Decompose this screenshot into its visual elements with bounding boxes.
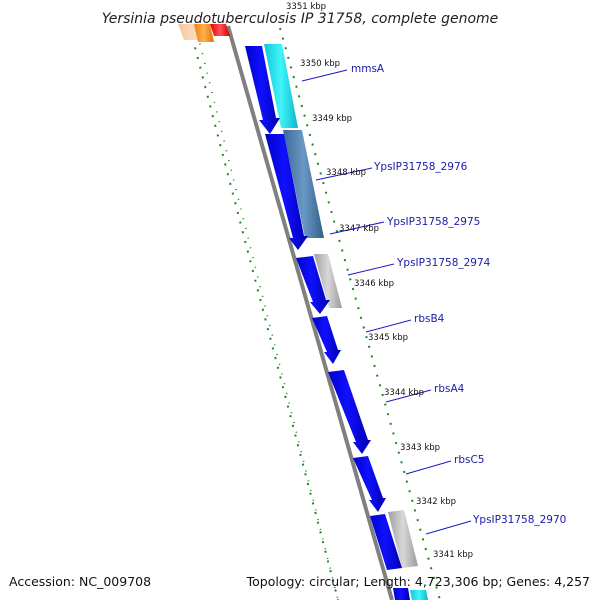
cog-block-gray-1 <box>314 254 342 308</box>
cog-block-cyan-bottom <box>410 590 428 600</box>
accession-text: Accession: NC_009708 <box>9 574 151 589</box>
feature-red <box>210 24 230 36</box>
gene-arrow-2974 <box>296 256 330 314</box>
tick-label: 3348 kbp <box>326 168 366 178</box>
gene-label-rbsB4: rbsB4 <box>414 313 445 325</box>
tick-label: 3344 kbp <box>384 388 424 398</box>
gene-arrow-mmsA <box>245 46 280 134</box>
tick-label: 3341 kbp <box>433 550 473 560</box>
label-line-rbsB4 <box>365 319 412 333</box>
cog-block-steelblue <box>283 130 324 238</box>
tick-label-top: 3351 kbp <box>286 2 326 12</box>
feature-orange <box>194 24 214 42</box>
tick-label: 3342 kbp <box>416 497 456 507</box>
gene-label-2975: YpsIP31758_2975 <box>386 216 480 228</box>
gene-label-2976: YpsIP31758_2976 <box>373 161 468 173</box>
gene-arrow-2970 <box>370 514 402 570</box>
gene-arrow-rbsB4 <box>312 316 341 364</box>
label-line-2970 <box>425 520 472 535</box>
tick-label: 3343 kbp <box>400 443 440 453</box>
label-line-2976 <box>315 167 373 181</box>
page-title: Yersinia pseudotuberculosis IP 31758, co… <box>102 11 499 27</box>
gene-arrow-bottom <box>393 588 410 600</box>
gene-label-2970: YpsIP31758_2970 <box>472 514 566 526</box>
genome-backbone <box>226 25 394 600</box>
gene-arrow-rbsC5 <box>353 456 386 512</box>
genome-summary-text: Topology: circular; Length: 4,723,306 bp… <box>246 574 590 589</box>
tick-label: 3346 kbp <box>354 279 394 289</box>
tick-label: 3350 kbp <box>300 59 340 69</box>
gene-label-rbsC5: rbsC5 <box>454 454 484 466</box>
gene-label-mmsA: mmsA <box>351 63 385 75</box>
cog-block-gray-2 <box>388 510 418 568</box>
label-line-2975 <box>329 221 385 235</box>
label-line-mmsA <box>301 69 348 82</box>
gene-label-rbsA4: rbsA4 <box>434 383 465 395</box>
label-line-2974 <box>347 263 395 276</box>
tick-label: 3345 kbp <box>368 333 408 343</box>
gene-arrow-rbsA4 <box>328 370 371 454</box>
gene-arrow-2976-2975 <box>265 134 308 250</box>
tick-label: 3347 kbp <box>339 224 379 234</box>
tick-label: 3349 kbp <box>312 114 352 124</box>
label-line-rbsC5 <box>405 460 452 475</box>
cog-block-cyan <box>264 44 298 128</box>
label-line-rbsA4 <box>385 389 432 403</box>
gene-label-2974: YpsIP31758_2974 <box>396 257 491 269</box>
